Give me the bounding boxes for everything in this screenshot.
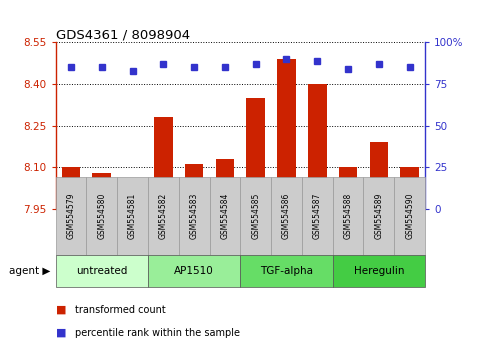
Bar xyxy=(210,177,240,255)
Bar xyxy=(271,177,302,255)
Bar xyxy=(302,177,333,255)
Bar xyxy=(117,177,148,255)
Bar xyxy=(62,167,80,209)
Text: GSM554582: GSM554582 xyxy=(159,193,168,239)
Text: Heregulin: Heregulin xyxy=(354,266,404,276)
Bar xyxy=(56,255,148,287)
Text: GSM554586: GSM554586 xyxy=(282,193,291,239)
Bar xyxy=(123,203,142,209)
Bar xyxy=(308,84,327,209)
Text: percentile rank within the sample: percentile rank within the sample xyxy=(75,328,240,338)
Bar xyxy=(179,177,210,255)
Text: transformed count: transformed count xyxy=(75,305,166,315)
Bar xyxy=(56,177,86,255)
Text: GSM554581: GSM554581 xyxy=(128,193,137,239)
Text: untreated: untreated xyxy=(76,266,128,276)
Text: GDS4361 / 8098904: GDS4361 / 8098904 xyxy=(56,28,190,41)
Bar xyxy=(92,173,111,209)
Text: GSM554588: GSM554588 xyxy=(343,193,353,239)
Text: GSM554580: GSM554580 xyxy=(97,193,106,239)
Bar xyxy=(369,142,388,209)
Text: ■: ■ xyxy=(56,305,70,315)
Bar xyxy=(154,118,172,209)
Text: ■: ■ xyxy=(56,328,70,338)
Bar xyxy=(148,255,241,287)
Bar xyxy=(277,59,296,209)
Bar xyxy=(246,98,265,209)
Text: GSM554579: GSM554579 xyxy=(67,193,75,239)
Bar xyxy=(364,177,394,255)
Text: GSM554590: GSM554590 xyxy=(405,193,414,239)
Bar xyxy=(339,167,357,209)
Bar xyxy=(215,159,234,209)
Bar xyxy=(240,177,271,255)
Text: GSM554587: GSM554587 xyxy=(313,193,322,239)
Bar xyxy=(240,255,333,287)
Text: agent ▶: agent ▶ xyxy=(9,266,51,276)
Text: TGF-alpha: TGF-alpha xyxy=(260,266,313,276)
Bar xyxy=(394,177,425,255)
Bar xyxy=(185,165,203,209)
Text: GSM554585: GSM554585 xyxy=(251,193,260,239)
Bar xyxy=(333,177,364,255)
Text: GSM554583: GSM554583 xyxy=(190,193,199,239)
Bar xyxy=(400,167,419,209)
Text: AP1510: AP1510 xyxy=(174,266,214,276)
Bar xyxy=(333,255,425,287)
Text: GSM554584: GSM554584 xyxy=(220,193,229,239)
Bar xyxy=(86,177,117,255)
Bar xyxy=(148,177,179,255)
Text: GSM554589: GSM554589 xyxy=(374,193,384,239)
